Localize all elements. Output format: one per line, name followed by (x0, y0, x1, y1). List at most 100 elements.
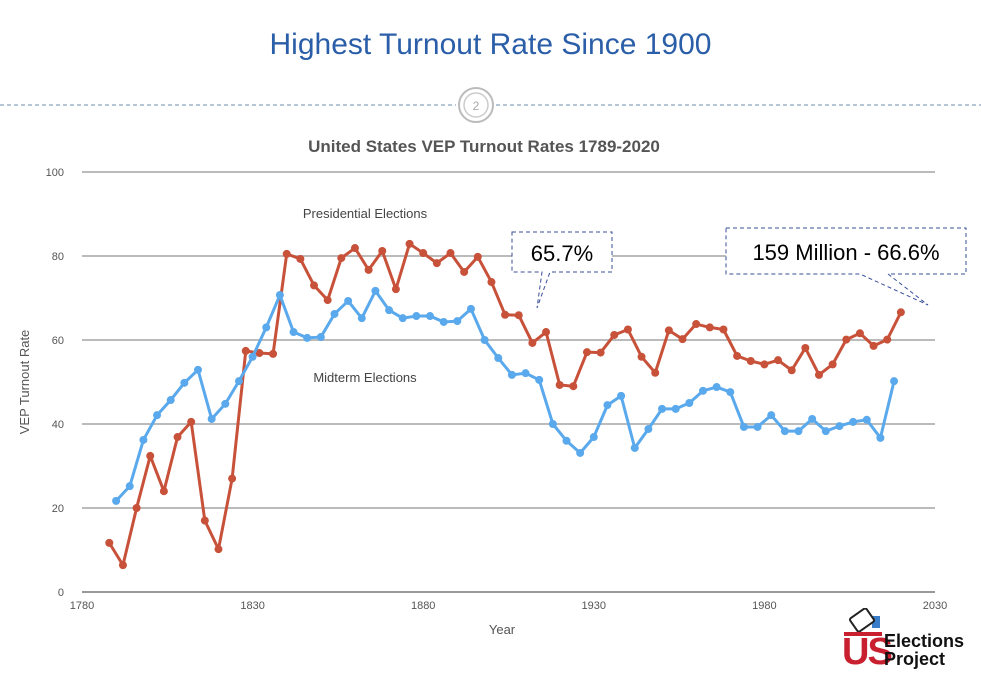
presidential-point (705, 323, 714, 332)
midterm-point (125, 482, 134, 491)
midterm-point (153, 411, 162, 420)
presidential-point (487, 278, 496, 287)
midterm-point (603, 401, 612, 410)
midterm-point (221, 399, 230, 408)
presidential-point (132, 504, 141, 512)
presidential-point (760, 360, 769, 369)
presidential-point (814, 370, 823, 379)
presidential-point (774, 356, 783, 365)
page-badge-inner (463, 92, 489, 118)
presidential-point (501, 310, 510, 319)
x-axis-title: Year (489, 622, 516, 637)
presidential-point (255, 349, 264, 358)
midterm-point (685, 399, 694, 407)
midterm-point (412, 312, 421, 321)
midterm-point (739, 422, 748, 431)
presidential-point (296, 254, 305, 263)
midterm-point (644, 425, 653, 434)
presidential-point (282, 249, 291, 258)
midterm-point (726, 388, 735, 397)
midterm-point (698, 386, 707, 395)
presidential-point (214, 545, 223, 554)
chart-title: United States VEP Turnout Rates 1789-202… (308, 137, 660, 156)
presidential-point (569, 382, 578, 391)
us-elections-project-logo: US Elections Project (842, 608, 977, 674)
presidential-point (432, 259, 441, 268)
presidential-point (241, 346, 250, 355)
presidential-point (391, 285, 400, 294)
midterm-point (712, 383, 721, 392)
presidential-point (200, 516, 209, 525)
x-tick-label: 1980 (752, 600, 776, 612)
midterm-point (330, 309, 339, 318)
slide-title: Highest Turnout Rate Since 1900 (269, 28, 712, 61)
callout-2020-box (725, 227, 967, 306)
midterm-point (630, 443, 639, 452)
presidential-point (733, 351, 742, 360)
midterm-point (426, 312, 435, 321)
midterm-point (139, 435, 148, 444)
x-tick-label: 1880 (411, 600, 435, 612)
presidential-point (828, 360, 837, 369)
callout-2020-text: 159 Million - 66.6% (752, 240, 939, 265)
presidential-point (842, 335, 851, 344)
presidential-point (473, 252, 482, 261)
presidential-point (173, 433, 182, 442)
presidential-point (105, 538, 114, 547)
presidential-point (896, 308, 905, 317)
presidential-point (378, 246, 387, 255)
midterm-point (494, 354, 503, 363)
presidential-point (419, 249, 428, 258)
midterm-point (535, 375, 544, 384)
midterm-point (589, 433, 598, 442)
midterm-point (835, 422, 844, 431)
midterm-point (275, 291, 284, 300)
presidential-point (146, 451, 155, 460)
x-tick-label: 1830 (240, 600, 264, 612)
midterm-point (767, 411, 776, 420)
midterm-point (344, 296, 353, 305)
presidential-point (405, 239, 414, 248)
presidential-point (187, 417, 196, 426)
midterm-point (194, 365, 203, 374)
presidential-point (310, 281, 319, 290)
presidential-point (446, 249, 455, 258)
midterm-point (112, 496, 121, 505)
presidential-point (514, 311, 523, 320)
x-tick-label: 2030 (923, 600, 947, 612)
presidential-point (542, 328, 551, 337)
logo-us: US (842, 631, 893, 673)
midterm-point (180, 378, 189, 387)
page-number: 2 (473, 99, 480, 113)
presidential-point (637, 352, 646, 361)
midterm-line (115, 289, 896, 502)
midterm-point (303, 333, 312, 342)
midterm-point (780, 427, 789, 436)
midterm-point (576, 448, 585, 457)
presidential-point (228, 474, 237, 483)
callout-1900-box (511, 231, 613, 309)
presidential-point (555, 380, 564, 389)
midterm-point (453, 317, 462, 326)
presidential-point (664, 326, 673, 335)
midterm-point (357, 314, 366, 323)
y-tick-label: 80 (52, 251, 64, 263)
presidential-point (528, 338, 537, 347)
midterm-point (794, 427, 803, 436)
midterm-point (548, 420, 557, 428)
presidential-point (582, 348, 591, 357)
logo-elections: Elections (884, 631, 965, 651)
presidential-point (801, 343, 810, 352)
midterm-point (507, 370, 516, 379)
presidential-point (787, 366, 796, 375)
presidential-point (883, 335, 892, 344)
presidential-point (269, 349, 278, 358)
midterm-point (753, 422, 762, 431)
y-tick-label: 20 (52, 503, 64, 515)
presidential-point (323, 296, 332, 305)
midterm-point (439, 317, 448, 326)
midterm-label: Midterm Elections (313, 370, 417, 385)
presidential-point (746, 357, 755, 365)
midterm-point (316, 333, 325, 342)
